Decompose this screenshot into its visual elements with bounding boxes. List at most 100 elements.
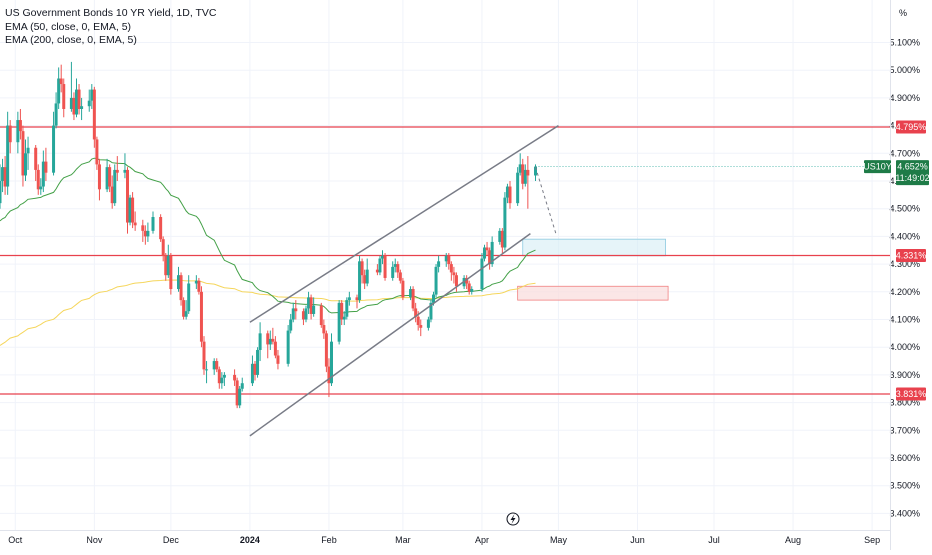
candle	[235, 377, 239, 409]
candle	[396, 261, 400, 278]
candle-body	[159, 217, 163, 240]
candle-body	[396, 264, 400, 273]
candle-body	[133, 222, 137, 226]
y-tick-label: 4.300%	[889, 259, 920, 269]
candle-body	[498, 230, 502, 242]
candle	[24, 139, 27, 181]
candle	[266, 330, 270, 359]
candle	[161, 236, 165, 262]
candle	[123, 153, 127, 179]
candle	[1, 158, 5, 193]
candle-body	[291, 308, 295, 320]
x-tick-label: Sep	[864, 535, 880, 545]
x-tick-label: 2024	[240, 535, 260, 545]
candle-body	[182, 300, 186, 317]
candle-body	[470, 289, 474, 292]
x-tick-label: Jun	[630, 535, 645, 545]
candle	[141, 219, 145, 242]
candle	[238, 385, 242, 409]
candle-body	[161, 239, 165, 256]
candle-body	[41, 161, 45, 187]
candle-body	[286, 330, 290, 364]
candle	[146, 222, 150, 242]
y-tick-label: 4.500%	[889, 204, 920, 214]
lightning-icon[interactable]	[506, 512, 520, 526]
candle	[449, 261, 453, 281]
candle-body	[452, 272, 456, 276]
x-tick-label: Nov	[86, 535, 103, 545]
candle	[113, 164, 117, 206]
candle	[355, 294, 359, 309]
candle-body	[416, 316, 420, 326]
candle-body	[202, 341, 206, 370]
candle	[199, 286, 203, 348]
x-tick-label: Mar	[395, 535, 411, 545]
candle	[383, 253, 387, 281]
candle-body	[391, 266, 395, 278]
candle-body	[307, 297, 311, 309]
candle	[375, 264, 379, 276]
candle-body	[6, 125, 10, 187]
candle	[498, 228, 502, 245]
candle	[365, 258, 369, 287]
candle-body	[360, 261, 364, 276]
level-tag-bg	[896, 249, 926, 263]
candle	[233, 369, 237, 386]
candle	[523, 164, 527, 187]
legend-ema200[interactable]: EMA (200, close, 0, EMA, 5)	[5, 34, 137, 46]
candle	[80, 97, 84, 121]
candle	[381, 250, 384, 265]
countdown-label: 11:49:02	[895, 173, 929, 183]
candle	[485, 241, 489, 256]
candle	[500, 228, 504, 254]
candle-body	[327, 366, 331, 384]
candle-body	[444, 255, 448, 262]
legend-ema50[interactable]: EMA (50, close, 0, EMA, 5)	[5, 20, 132, 33]
candle-body	[21, 131, 25, 176]
price-axis-unit[interactable]: %	[898, 8, 907, 18]
candle	[322, 319, 326, 339]
candle-body	[253, 363, 257, 375]
y-tick-label: 3.400%	[889, 508, 920, 518]
candle	[217, 366, 221, 389]
candle-body	[301, 311, 305, 320]
candle-body	[289, 319, 293, 331]
candle-body	[143, 230, 147, 237]
candle-body	[197, 280, 201, 292]
candle	[21, 125, 25, 187]
candle	[16, 111, 20, 154]
candle	[151, 211, 155, 234]
candle-body	[437, 261, 441, 267]
x-tick-label: Apr	[475, 535, 489, 545]
ema200-line	[0, 279, 536, 346]
legend-title[interactable]: US Government Bonds 10 YR Yield, 1D, TVC	[5, 7, 217, 19]
candle	[345, 297, 349, 320]
candle	[128, 194, 132, 226]
candle-body	[465, 277, 469, 284]
y-tick-label: 4.400%	[889, 231, 920, 241]
candle-body	[358, 261, 362, 301]
candle-body	[8, 125, 12, 143]
candle-body	[87, 100, 91, 107]
candle	[75, 78, 78, 118]
candle-body	[240, 383, 244, 389]
candle	[39, 178, 43, 195]
price-tags: 4.795%4.331%3.831%US10Y 4.652%11:49:02	[863, 120, 930, 401]
candle	[169, 253, 173, 295]
candle-body	[77, 89, 81, 109]
candle-body	[411, 289, 415, 309]
candle-body	[523, 169, 527, 184]
candle-body	[3, 167, 7, 187]
candle	[286, 325, 290, 367]
candle-body	[518, 164, 522, 173]
candle-body	[409, 289, 413, 298]
candle	[294, 300, 298, 320]
candle	[360, 258, 364, 284]
candle	[26, 136, 30, 170]
candle-body	[488, 250, 492, 265]
candle-body	[115, 169, 119, 173]
candles	[0, 61, 537, 409]
candle-body	[534, 166, 537, 176]
